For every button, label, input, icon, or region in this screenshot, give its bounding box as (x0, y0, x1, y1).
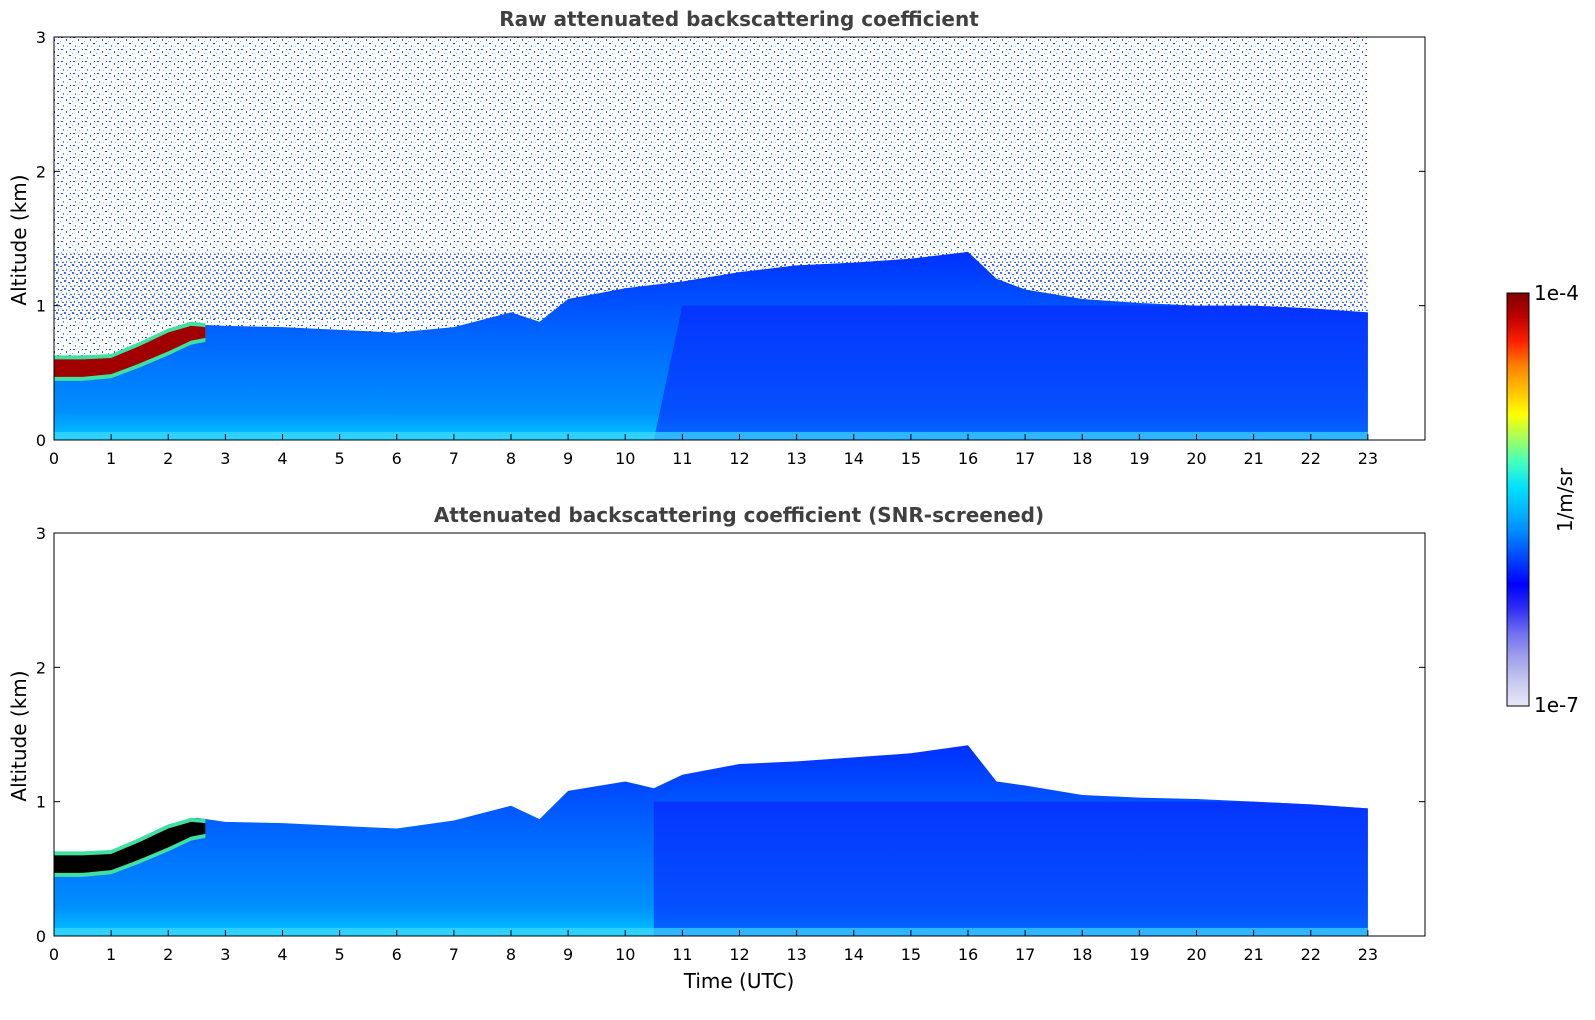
x-tick-label: 20 (1186, 449, 1206, 468)
y-tick-label: 2 (36, 658, 46, 677)
y-tick-label: 3 (36, 524, 46, 543)
dense-aerosol-region (653, 305, 1368, 440)
x-axis-label: Time (UTC) (683, 969, 795, 993)
surface-band (54, 927, 1368, 936)
colorbar-gradient (1506, 292, 1530, 707)
dense-aerosol-region (653, 801, 1368, 936)
y-axis-label: Altitude (km) (7, 174, 31, 305)
panel-title: Attenuated backscattering coefficient (S… (434, 503, 1044, 527)
x-tick-label: 18 (1072, 449, 1092, 468)
x-tick-label: 17 (1015, 449, 1035, 468)
x-tick-label: 9 (563, 449, 573, 468)
x-tick-label: 0 (49, 945, 59, 964)
x-tick-label: 16 (958, 945, 978, 964)
colorbar: 1e-4 1e-7 1/m/sr (1506, 281, 1579, 717)
x-tick-label: 13 (786, 945, 806, 964)
y-tick-label: 0 (36, 431, 46, 450)
x-tick-label: 17 (1015, 945, 1035, 964)
x-tick-label: 1 (106, 449, 116, 468)
x-tick-label: 3 (220, 945, 230, 964)
x-tick-label: 23 (1358, 449, 1378, 468)
x-tick-label: 19 (1129, 945, 1149, 964)
x-tick-label: 4 (277, 945, 287, 964)
x-tick-label: 14 (844, 945, 864, 964)
x-tick-label: 13 (786, 449, 806, 468)
x-tick-label: 11 (672, 945, 692, 964)
x-tick-label: 8 (506, 449, 516, 468)
x-tick-label: 19 (1129, 449, 1149, 468)
x-tick-label: 21 (1243, 449, 1263, 468)
x-tick-label: 22 (1301, 449, 1321, 468)
x-tick-label: 2 (163, 449, 173, 468)
x-tick-label: 6 (392, 449, 402, 468)
x-tick-label: 7 (449, 945, 459, 964)
x-tick-label: 5 (335, 945, 345, 964)
x-tick-label: 12 (729, 945, 749, 964)
x-tick-label: 16 (958, 449, 978, 468)
surface-band (54, 431, 1368, 440)
heatmap-plot-area (54, 745, 1368, 936)
x-tick-label: 6 (392, 945, 402, 964)
y-tick-label: 2 (36, 162, 46, 181)
x-tick-label: 12 (729, 449, 749, 468)
y-axis-label: Altitude (km) (7, 670, 31, 801)
colorbar-unit-label: 1/m/sr (1553, 467, 1577, 532)
cloud-layer (54, 821, 206, 873)
x-tick-label: 14 (844, 449, 864, 468)
y-tick-label: 1 (36, 793, 46, 812)
axes: 0 1 2 3 4 5 6 7 8 9 10 11 12 13 14 15 16 17 18 19 20 21 22 2301… (36, 28, 1426, 468)
x-tick-label: 8 (506, 945, 516, 964)
y-tick-label: 1 (36, 297, 46, 316)
x-tick-label: 23 (1358, 945, 1378, 964)
x-tick-label: 1 (106, 945, 116, 964)
colorbar-min-label: 1e-7 (1534, 693, 1579, 717)
x-tick-label: 7 (449, 449, 459, 468)
x-tick-label: 10 (615, 945, 635, 964)
x-tick-label: 18 (1072, 945, 1092, 964)
heatmap-plot-area (54, 37, 1368, 440)
x-tick-label: 21 (1243, 945, 1263, 964)
x-tick-label: 2 (163, 945, 173, 964)
y-tick-label: 0 (36, 927, 46, 946)
snr-screened-backscatter-panel: Attenuated backscattering coefficient (S… (7, 503, 1426, 993)
x-tick-label: 22 (1301, 945, 1321, 964)
x-tick-label: 3 (220, 449, 230, 468)
x-tick-label: 5 (335, 449, 345, 468)
raw-backscatter-panel: Raw attenuated backscattering coefficien… (7, 7, 1426, 468)
x-tick-label: 20 (1186, 945, 1206, 964)
x-tick-label: 4 (277, 449, 287, 468)
colorbar-max-label: 1e-4 (1534, 281, 1579, 305)
x-tick-label: 10 (615, 449, 635, 468)
x-tick-label: 15 (901, 945, 921, 964)
x-tick-label: 11 (672, 449, 692, 468)
x-tick-label: 9 (563, 945, 573, 964)
y-tick-label: 3 (36, 28, 46, 47)
x-tick-label: 0 (49, 449, 59, 468)
x-tick-label: 15 (901, 449, 921, 468)
panel-title: Raw attenuated backscattering coefficien… (499, 7, 979, 31)
axes: 0 1 2 3 4 5 6 7 8 9 10 11 12 13 14 15 16 17 18 19 20 21 22 2301… (36, 524, 1426, 964)
cloud-layer (54, 325, 206, 377)
